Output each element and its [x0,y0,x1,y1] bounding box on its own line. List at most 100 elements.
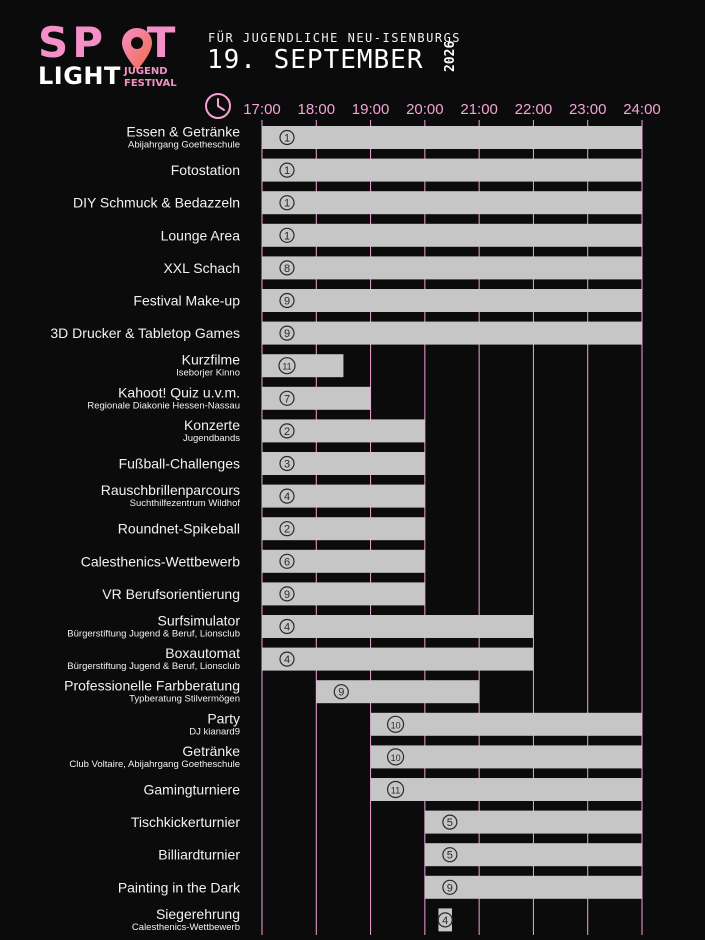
location-marker: 11 [391,786,400,796]
row-label: Surfsimulator [158,613,241,629]
row-label: Party [207,710,240,726]
row-sublabel: Bürgerstiftung Jugend & Beruf, Lionsclub [67,629,240,640]
schedule-bar [262,549,425,573]
location-marker: 7 [284,393,290,405]
schedule-row: 1 Lounge Area [161,223,642,247]
schedule-bar [316,680,480,704]
location-marker-circle [279,553,295,569]
row-sublabel: Jugendbands [183,433,240,444]
schedule-row: 7 Kahoot! Quiz u.v.m.Regionale Diakonie H… [87,384,371,411]
location-marker-circle [279,292,295,309]
row-label: Siegerehrung [156,906,240,922]
row-sublabel: Suchthilfezentrum Wildhof [130,498,241,509]
schedule-bar [370,778,642,801]
clock-icon [205,93,231,119]
x-tick-label: 19:00 [352,101,390,118]
location-marker-circle [386,780,405,799]
location-marker: 4 [284,491,290,503]
row-sublabel: Abijahrgang Goetheschule [128,140,240,151]
location-marker-circle [279,488,295,504]
schedule-bar [424,843,642,867]
location-marker-circle [279,195,295,211]
schedule-bar [424,810,642,834]
schedule-bar [262,256,642,280]
logo-jugend: JUGEND [124,66,168,77]
x-axis-ticks: 17:00 18:00 19:00 20:00 21:00 22:00 23:00 24:00 [243,101,661,118]
x-tick-label: 20:00 [406,101,444,118]
x-tick-label: 17:00 [243,101,281,118]
location-marker-circle [279,390,295,406]
schedule-row: 1 DIY Schmuck & Bedazzeln [73,191,642,215]
schedule-bar [262,484,425,508]
row-sublabel: Calesthenics-Wettbewerb [132,922,240,933]
schedule-row: 11 Gamingturniere [144,778,642,801]
schedule-bar [262,452,425,475]
schedule-bar [262,582,425,606]
row-label: Konzerte [184,417,240,433]
row-label: Kahoot! Quiz u.v.m. [118,384,240,400]
location-marker-circle [279,521,295,537]
schedule-bar [262,126,642,149]
row-sublabel: Typberatung Stilvermögen [129,694,240,705]
location-marker: 1 [284,198,290,210]
schedule-bar [262,386,371,410]
location-marker-circle [278,357,296,375]
location-marker-circle [279,651,295,667]
row-label: Essen & Getränke [126,124,240,140]
schedule-bar [262,419,425,443]
row-label: Lounge Area [161,227,241,243]
row-sublabel: Club Voltaire, Abijahrgang Goetheschule [69,759,240,770]
location-marker-circle [279,162,295,178]
schedule-row: 5 Billiardturnier [158,843,642,867]
row-sublabel: Bürgerstiftung Jugend & Beruf, Lionsclub [67,661,240,672]
row-label: XXL Schach [163,260,240,276]
row-label: Kurzfilme [182,352,241,368]
location-marker: 3 [284,459,290,471]
location-marker-circle [333,684,349,700]
location-marker: 6 [284,556,290,568]
location-pin-icon [122,28,152,70]
row-sublabel: DJ kianard9 [189,726,240,737]
row-label: 3D Drucker & Tabletop Games [50,325,240,341]
location-marker: 5 [447,817,453,829]
x-tick-label: 23:00 [569,101,607,118]
row-label: Gamingturniere [144,782,241,798]
location-marker-circle [437,912,453,928]
row-label: DIY Schmuck & Bedazzeln [73,195,240,211]
logo-festival: FESTIVAL [124,78,177,89]
schedule-row: 9 Festival Make-up [133,289,642,312]
location-marker: 4 [284,622,290,634]
event-date: 19. SEPTEMBER [207,45,424,75]
schedule-bar [262,289,642,312]
row-label: Painting in the Dark [118,879,241,895]
location-marker-circle [442,814,458,830]
x-tick-label: 18:00 [298,101,336,118]
row-label: Festival Make-up [133,293,240,309]
subtitle: FÜR JUGENDLICHE NEU-ISENBURGS [208,31,462,45]
location-marker: 11 [282,362,291,372]
location-marker-circle [279,227,295,243]
location-marker-circle [279,618,295,635]
location-marker: 9 [447,882,453,894]
location-marker: 1 [284,230,290,242]
logo-light: LIGHT [38,62,121,90]
x-tick-label: 21:00 [460,101,498,118]
location-marker: 8 [284,263,290,275]
x-tick-label: 24:00 [623,101,661,118]
location-marker-circle [386,715,405,733]
location-marker-circle [279,423,295,439]
schedule-row: 4 RauschbrillenparcoursSuchthilfezentrum … [101,482,425,509]
location-marker: 4 [284,654,290,666]
row-label: VR Berufsorientierung [102,586,240,602]
location-marker: 9 [284,328,290,340]
row-label: Calesthenics-Wettbewerb [81,553,240,569]
location-marker-circle [279,455,295,472]
row-label: Tischkickerturnier [131,814,241,830]
